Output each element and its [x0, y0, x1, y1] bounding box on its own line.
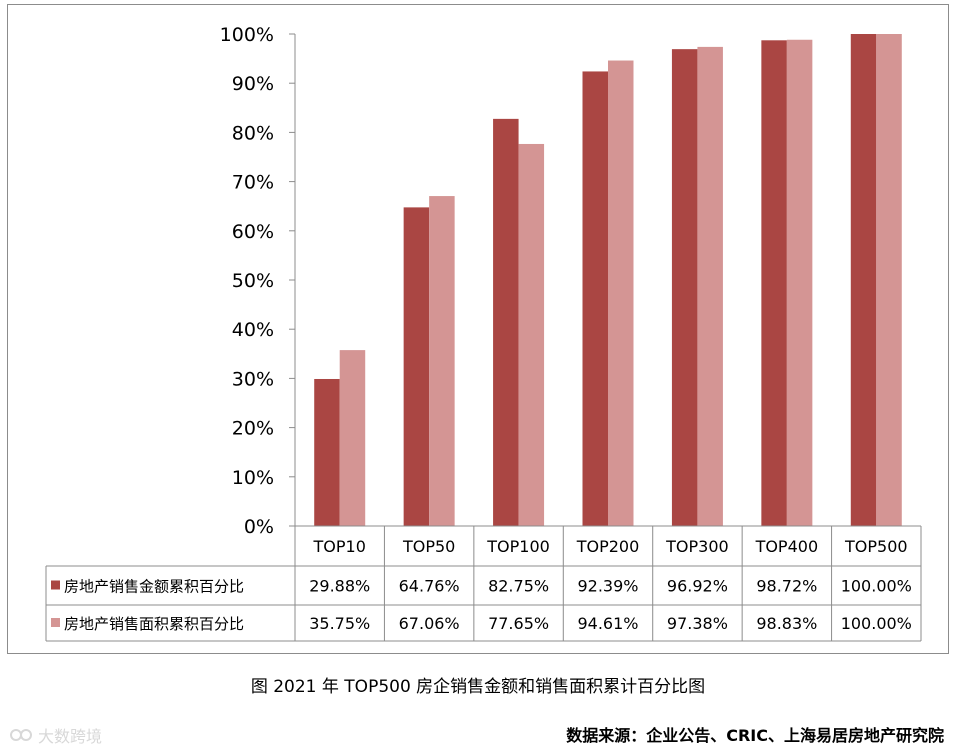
data-label: 98.83% — [756, 614, 817, 633]
data-label: 100.00% — [841, 614, 912, 633]
y-tick-label: 80% — [232, 122, 274, 144]
data-label: 29.88% — [309, 577, 370, 596]
data-label: 64.76% — [399, 577, 460, 596]
y-tick-label: 40% — [232, 319, 274, 341]
bar-sales-amount — [761, 40, 787, 526]
data-label: 82.75% — [488, 577, 549, 596]
legend-label: 房地产销售面积累积百分比 — [64, 615, 244, 633]
bar-sales-area — [339, 350, 366, 526]
bar-sales-area — [429, 196, 455, 526]
bar-sales-area — [608, 60, 634, 526]
watermark-text: 大数跨境 — [38, 727, 103, 746]
legend-swatch — [51, 618, 60, 627]
y-tick-label: 100% — [220, 24, 274, 46]
x-tick-label: TOP10 — [313, 537, 366, 556]
y-tick-label: 30% — [232, 368, 274, 390]
chart-svg: 0% 10% 20% 30% 40% 50% 60% 70% 80% 90% 100% TOP10 TO… — [45, 24, 922, 642]
data-label: 97.38% — [667, 614, 728, 633]
data-label: 92.39% — [577, 577, 638, 596]
legend-label: 房地产销售金额累积百分比 — [64, 578, 244, 596]
data-label: 94.61% — [577, 614, 638, 633]
bar-sales-amount — [582, 71, 608, 527]
watermark-logo-icon — [10, 729, 32, 741]
y-tick-label: 10% — [232, 467, 274, 489]
y-tick-label: 0% — [244, 516, 274, 538]
x-tick-label: TOP500 — [844, 537, 908, 556]
data-label: 35.75% — [309, 614, 370, 633]
data-label: 67.06% — [399, 614, 460, 633]
data-label: 96.92% — [667, 577, 728, 596]
bar-sales-amount — [671, 49, 698, 527]
legend-swatch — [51, 580, 60, 590]
y-tick-label: 50% — [232, 270, 274, 292]
bar-sales-amount — [850, 34, 877, 526]
bar-sales-amount — [403, 207, 430, 526]
x-tick-label: TOP50 — [402, 537, 455, 556]
bar-sales-area — [876, 34, 902, 526]
y-tick-label: 60% — [232, 221, 274, 243]
y-tick-label: 90% — [232, 73, 274, 95]
data-label: 77.65% — [488, 614, 549, 633]
bar-sales-amount — [493, 118, 519, 527]
data-label: 98.72% — [756, 577, 817, 596]
y-tick-label: 70% — [232, 172, 274, 194]
x-tick-label: TOP100 — [486, 537, 550, 556]
data-source: 数据来源：企业公告、CRIC、上海易居房地产研究院 — [566, 726, 944, 745]
bar-sales-amount — [314, 378, 340, 526]
bar-sales-area — [518, 143, 545, 526]
data-label: 100.00% — [841, 577, 912, 596]
y-tick-label: 20% — [232, 418, 274, 440]
x-tick-label: TOP300 — [665, 537, 729, 556]
x-tick-label: TOP400 — [755, 537, 819, 556]
bar-sales-area — [697, 46, 723, 526]
bar-sales-area — [786, 39, 813, 526]
watermark: 大数跨境 — [10, 723, 102, 747]
x-tick-label: TOP200 — [576, 537, 640, 556]
chart-caption: 图 2021 年 TOP500 房企销售金额和销售面积累计百分比图 — [250, 677, 706, 697]
